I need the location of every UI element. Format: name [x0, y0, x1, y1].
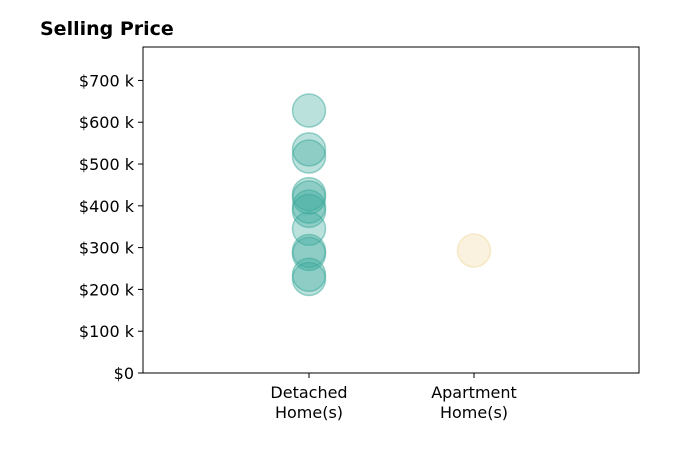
axes: $0 $100 k $200 k $300 k $400 k $500 k $600 k $7…	[79, 46, 640, 422]
data-point	[291, 132, 327, 167]
x-tick-label: Apartment Home(s)	[431, 383, 517, 422]
y-tick-label: $200 k	[79, 280, 135, 299]
y-tick-label: $700 k	[79, 71, 135, 90]
chart-title: Selling Price	[40, 18, 174, 40]
data-point	[291, 261, 327, 297]
data-point	[456, 233, 492, 268]
y-tick-label: $300 k	[79, 239, 135, 258]
y-tick-label: $100 k	[79, 322, 135, 341]
y-tick-label: $500 k	[79, 155, 135, 174]
data-points	[291, 93, 492, 297]
data-point	[291, 93, 327, 128]
plot-frame	[142, 46, 640, 374]
y-tick-label: $0	[114, 364, 134, 383]
data-point	[291, 139, 327, 174]
data-point	[291, 180, 327, 215]
data-point	[291, 236, 327, 272]
y-tick-label: $600 k	[79, 113, 135, 132]
data-point	[291, 193, 327, 229]
y-tick-label: $400 k	[79, 197, 135, 216]
x-tick-label: Detached Home(s)	[270, 383, 347, 422]
